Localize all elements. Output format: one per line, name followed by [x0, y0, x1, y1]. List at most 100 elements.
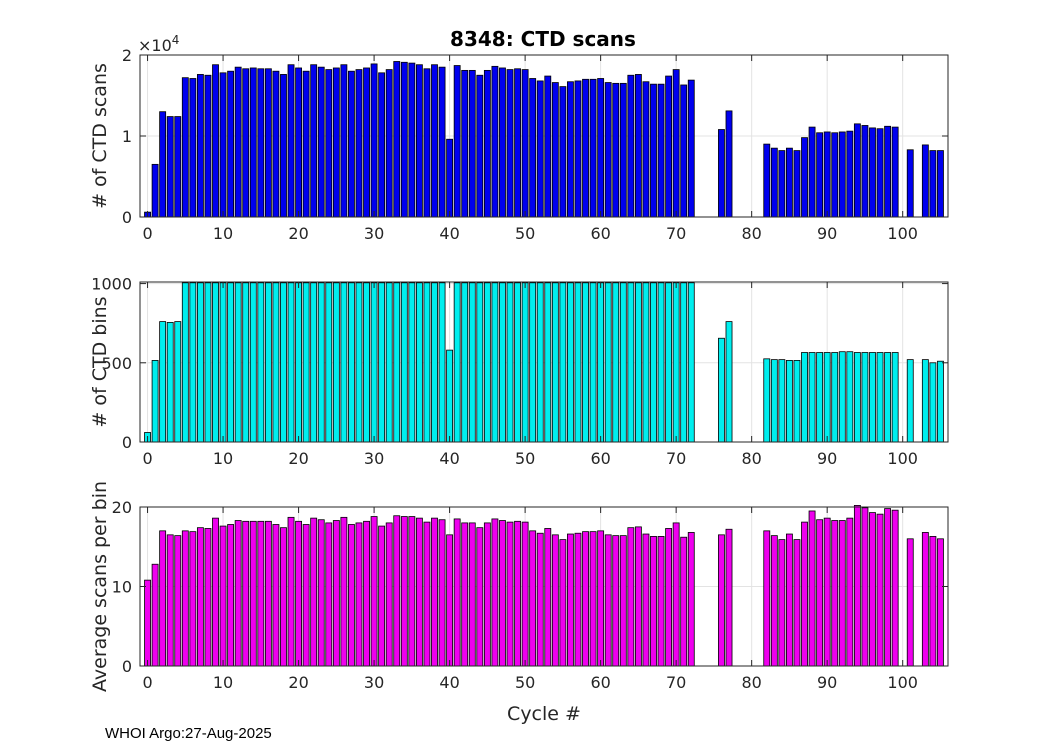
- x-tick-label: 50: [515, 449, 535, 468]
- bar-avg-54: Cycle 54: 16.5: [551, 534, 559, 667]
- bar-avg-34: Cycle 34: 18.8: [400, 516, 408, 667]
- bar-bins-4: Cycle 4: 760: [174, 321, 182, 443]
- y-tick-label: 0: [122, 657, 132, 676]
- bar-avg-101: Cycle 101: 16: [906, 538, 914, 667]
- bar-avg-13: Cycle 13: 18.2: [242, 520, 250, 667]
- bar-bins-36: Cycle 36: 1005: [415, 282, 423, 443]
- bar-avg-3: Cycle 3: 16.5: [166, 534, 174, 667]
- x-tick-label: 60: [590, 449, 610, 468]
- bar-avg-25: Cycle 25: 18.3: [332, 520, 340, 667]
- bar-avg-35: Cycle 35: 18.8: [408, 516, 416, 667]
- y-axis-label-scans: # of CTD scans: [89, 63, 111, 209]
- bar-bins-45: Cycle 45: 1005: [483, 282, 491, 443]
- bar-scans-82: Cycle 82: 9000: [763, 143, 771, 218]
- bar-bins-59: Cycle 59: 1005: [589, 282, 597, 443]
- bar-scans-104: Cycle 104: 8200: [929, 150, 937, 218]
- bar-bins-83: Cycle 83: 520: [770, 359, 778, 443]
- bar-scans-87: Cycle 87: 9800: [801, 137, 808, 218]
- bar-avg-55: Cycle 55: 15.9: [559, 539, 567, 667]
- x-tick-label: 0: [142, 673, 152, 692]
- bar-avg-86: Cycle 86: 15.9: [793, 539, 801, 667]
- y-axis-label-bins: # of CTD bins: [89, 296, 111, 427]
- bar-avg-9: Cycle 9: 18.6: [212, 517, 219, 667]
- bar-avg-99: Cycle 99: 19.6: [891, 509, 899, 667]
- x-tick-label: 10: [213, 673, 233, 692]
- bar-bins-8: Cycle 8: 1005: [204, 282, 212, 443]
- bar-bins-76: Cycle 76: 655: [718, 337, 725, 443]
- bar-avg-28: Cycle 28: 18: [355, 522, 363, 667]
- bar-bins-17: Cycle 17: 1005: [272, 282, 280, 443]
- bar-scans-19: Cycle 19: 18800: [287, 64, 295, 218]
- bar-avg-11: Cycle 11: 17.8: [227, 524, 235, 667]
- bar-scans-42: Cycle 42: 18100: [461, 69, 469, 218]
- bar-scans-9: Cycle 9: 18800: [212, 64, 219, 218]
- bar-avg-0: Cycle 0: 10.8: [144, 579, 151, 667]
- bar-scans-18: Cycle 18: 17600: [280, 74, 287, 218]
- bar-scans-60: Cycle 60: 17100: [597, 78, 605, 218]
- bar-bins-14: Cycle 14: 1005: [249, 282, 257, 443]
- bar-scans-45: Cycle 45: 18100: [483, 69, 491, 218]
- bar-bins-21: Cycle 21: 1005: [302, 282, 310, 443]
- x-tick-label: 50: [515, 673, 535, 692]
- bar-avg-17: Cycle 17: 17.8: [272, 524, 280, 667]
- bar-bins-88: Cycle 88: 565: [808, 352, 816, 443]
- bar-avg-97: Cycle 97: 19.1: [876, 513, 884, 667]
- bar-scans-26: Cycle 26: 18800: [340, 64, 348, 218]
- bar-bins-40: Cycle 40: 580: [446, 349, 454, 443]
- bar-bins-10: Cycle 10: 1005: [219, 282, 227, 443]
- x-tick-label: 30: [364, 673, 384, 692]
- bar-scans-85: Cycle 85: 8500: [786, 147, 793, 218]
- x-tick-label: 100: [887, 673, 918, 692]
- bar-scans-69: Cycle 69: 17400: [665, 75, 673, 218]
- bar-scans-84: Cycle 84: 8200: [778, 150, 786, 218]
- x-tick-label: 60: [590, 673, 610, 692]
- bar-bins-51: Cycle 51: 1005: [529, 282, 537, 443]
- bar-scans-8: Cycle 8: 17500: [204, 74, 212, 218]
- x-tick-label: 90: [817, 449, 837, 468]
- bar-scans-99: Cycle 99: 11100: [891, 126, 899, 218]
- bar-scans-35: Cycle 35: 19000: [408, 62, 416, 218]
- bar-scans-28: Cycle 28: 18200: [355, 69, 363, 218]
- bar-avg-94: Cycle 94: 20.2: [853, 505, 861, 667]
- bar-bins-22: Cycle 22: 1005: [310, 282, 318, 443]
- bar-bins-29: Cycle 29: 1005: [363, 282, 370, 443]
- bar-scans-39: Cycle 39: 18500: [438, 66, 446, 218]
- bar-scans-72: Cycle 72: 16900: [687, 79, 695, 218]
- bar-scans-43: Cycle 43: 18100: [468, 69, 476, 218]
- bar-avg-60: Cycle 60: 17: [597, 530, 605, 667]
- bar-avg-96: Cycle 96: 19.3: [869, 512, 876, 667]
- bar-avg-23: Cycle 23: 18.4: [317, 519, 325, 667]
- bar-avg-15: Cycle 15: 18.2: [257, 520, 265, 667]
- x-tick-label: 0: [142, 449, 152, 468]
- bar-bins-47: Cycle 47: 1005: [499, 282, 506, 443]
- bar-avg-5: Cycle 5: 17: [181, 530, 189, 667]
- bar-scans-23: Cycle 23: 18500: [317, 66, 325, 218]
- bar-avg-50: Cycle 50: 18.1: [521, 521, 529, 667]
- bar-avg-1: Cycle 1: 12.8: [151, 563, 159, 667]
- bar-scans-83: Cycle 83: 8500: [770, 147, 778, 218]
- bar-bins-48: Cycle 48: 1005: [506, 282, 514, 443]
- y-tick-label: 500: [101, 354, 132, 373]
- bar-scans-64: Cycle 64: 17500: [627, 74, 635, 218]
- bar-scans-13: Cycle 13: 18300: [242, 68, 250, 218]
- bar-scans-71: Cycle 71: 16300: [680, 84, 688, 218]
- bar-scans-48: Cycle 48: 18200: [506, 69, 514, 218]
- bar-avg-56: Cycle 56: 16.6: [567, 533, 574, 667]
- panel-avg: Cycle 0: 10.8Cycle 1: 12.8Cycle 2: 17Cyc…: [89, 481, 949, 725]
- bar-scans-103: Cycle 103: 8900: [921, 144, 929, 218]
- bar-avg-93: Cycle 93: 18.6: [846, 517, 854, 667]
- bar-scans-52: Cycle 52: 16800: [536, 80, 544, 218]
- bar-scans-95: Cycle 95: 11300: [861, 125, 869, 218]
- bar-bins-9: Cycle 9: 1005: [212, 282, 219, 443]
- bar-avg-27: Cycle 27: 17.8: [348, 524, 355, 667]
- bar-bins-23: Cycle 23: 1005: [317, 282, 325, 443]
- bar-bins-70: Cycle 70: 1005: [672, 282, 680, 443]
- x-tick-label: 30: [364, 224, 384, 243]
- bar-bins-26: Cycle 26: 1005: [340, 282, 348, 443]
- bar-avg-88: Cycle 88: 19.5: [808, 510, 816, 667]
- bar-scans-7: Cycle 7: 17600: [196, 74, 204, 218]
- bar-bins-63: Cycle 63: 1005: [619, 282, 627, 443]
- y-axis-label-avg: Average scans per bin: [89, 481, 111, 692]
- bar-bins-31: Cycle 31: 1005: [378, 282, 386, 443]
